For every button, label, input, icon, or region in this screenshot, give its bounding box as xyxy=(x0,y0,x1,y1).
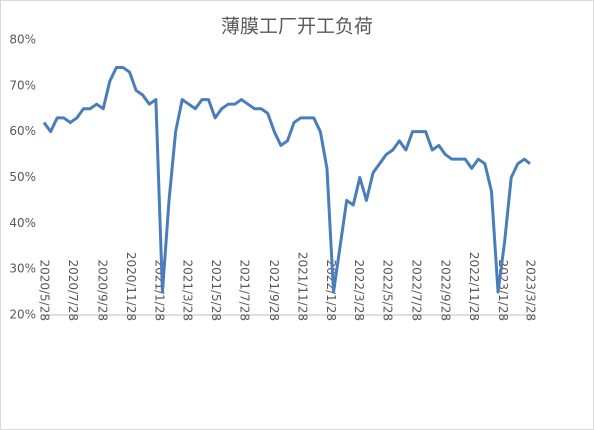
x-tick-label: 2022/9/28 xyxy=(438,259,452,321)
y-tick-label: 20% xyxy=(9,308,36,322)
y-tick-label: 50% xyxy=(9,170,36,184)
y-tick-label: 80% xyxy=(9,33,36,47)
x-tick-label: 2023/3/28 xyxy=(524,259,538,321)
x-tick-label: 2022/3/28 xyxy=(352,259,366,321)
chart-title: 薄膜工厂开工负荷 xyxy=(221,16,373,38)
x-tick-label: 2021/3/28 xyxy=(180,259,194,321)
x-tick-label: 2021/5/28 xyxy=(209,259,223,321)
x-tick-label: 2021/11/28 xyxy=(296,252,310,321)
x-tick-label: 2020/5/28 xyxy=(38,259,52,321)
y-tick-label: 70% xyxy=(9,78,36,92)
x-tick-label: 2020/11/28 xyxy=(124,252,138,321)
x-tick-label: 2021/9/28 xyxy=(267,259,281,321)
y-tick-label: 30% xyxy=(9,262,36,276)
y-tick-label: 60% xyxy=(9,124,36,138)
y-tick-label: 40% xyxy=(9,216,36,230)
x-tick-label: 2020/9/28 xyxy=(95,259,109,321)
x-tick-label: 2022/5/28 xyxy=(381,259,395,321)
x-tick-label: 2022/7/28 xyxy=(409,259,423,321)
line-series xyxy=(42,66,531,294)
x-tick-label: 2020/7/28 xyxy=(66,259,80,321)
x-tick-label: 2022/11/28 xyxy=(467,252,481,321)
x-tick-label: 2021/7/28 xyxy=(238,259,252,321)
